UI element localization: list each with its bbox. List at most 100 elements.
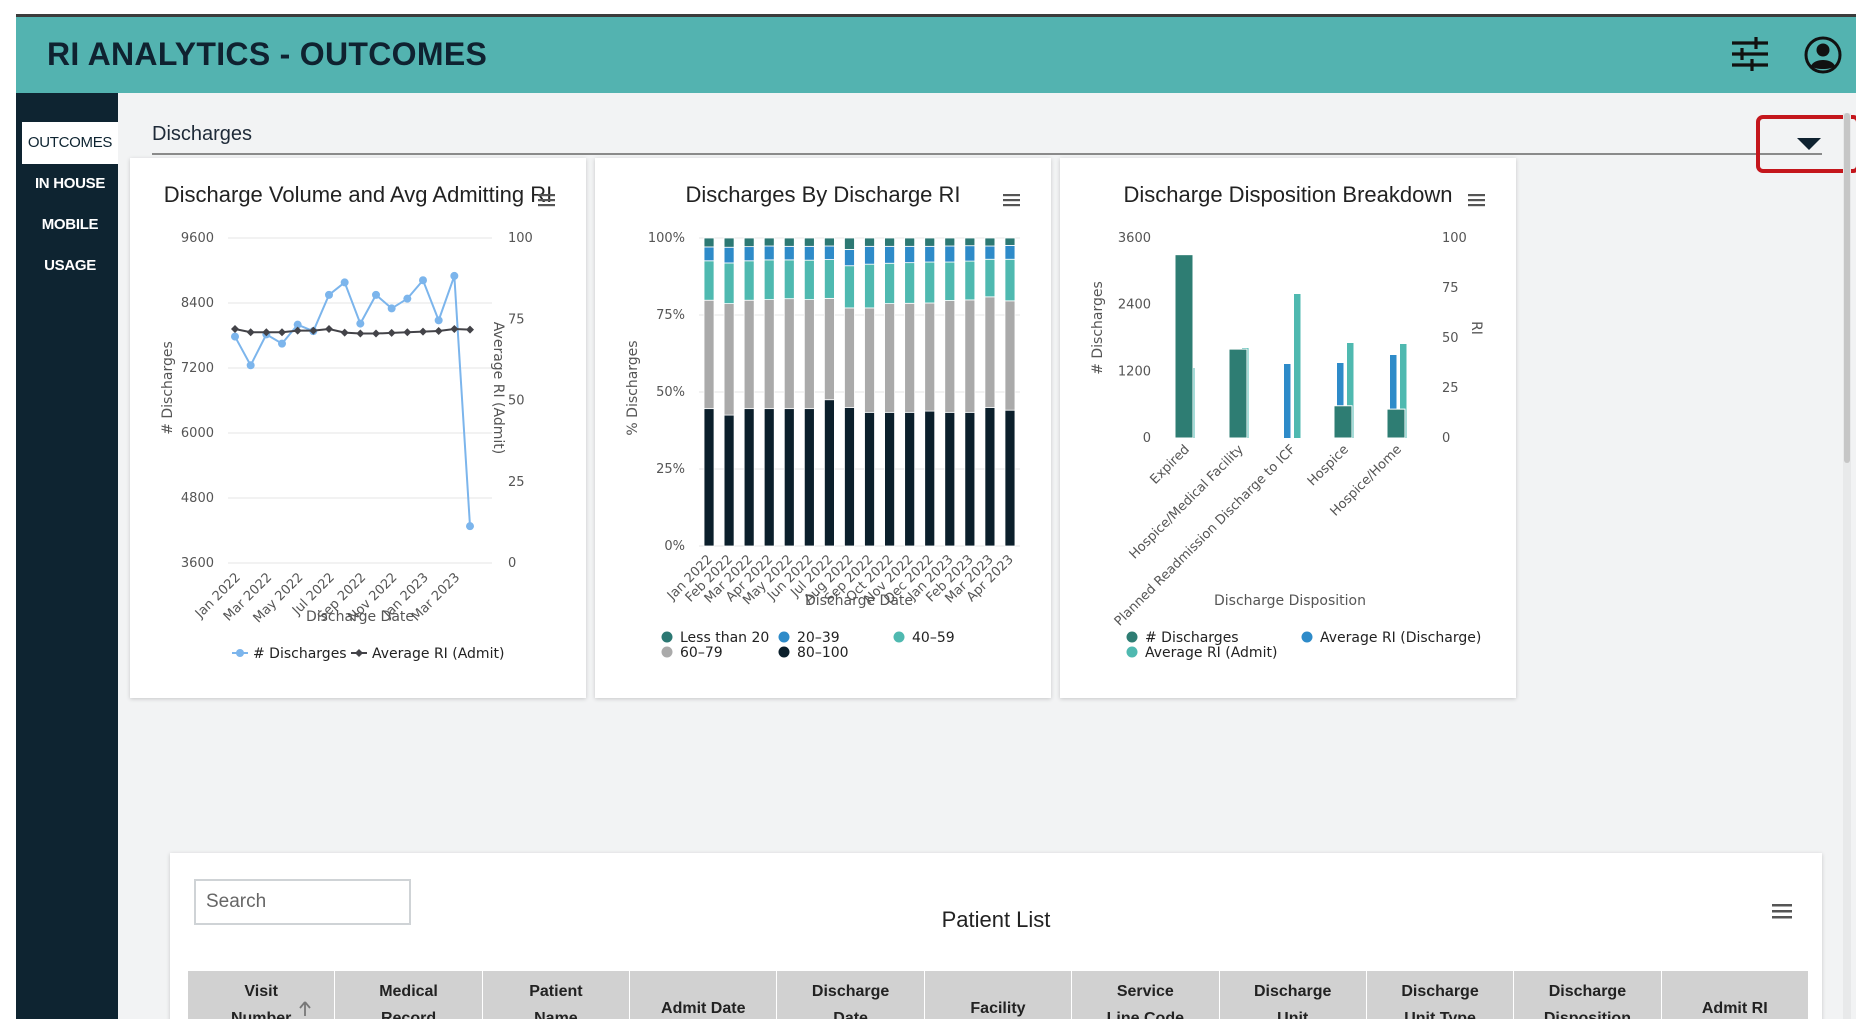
- bar-segment[interactable]: [703, 246, 715, 262]
- hamburger-icon[interactable]: [1770, 901, 1794, 921]
- bar-segment[interactable]: [924, 261, 936, 304]
- bar-segment[interactable]: [884, 245, 895, 264]
- bar-segment[interactable]: [984, 258, 996, 298]
- bar-average-ri-discharge[interactable]: [1390, 355, 1397, 438]
- chart-menu-button[interactable]: [1001, 192, 1021, 208]
- bar-average-ri-discharge[interactable]: [1284, 364, 1291, 438]
- bar-segment[interactable]: [884, 411, 895, 547]
- bar-segment[interactable]: [703, 237, 715, 248]
- bar-segment[interactable]: [763, 245, 775, 261]
- bar-segment[interactable]: [984, 296, 996, 408]
- column-header[interactable]: Service Line Code: [1072, 971, 1220, 1019]
- section-collapse-toggle[interactable]: [1756, 115, 1856, 173]
- bar-segment[interactable]: [864, 263, 875, 309]
- column-header[interactable]: Discharge Unit Type: [1367, 971, 1515, 1019]
- bar-segment[interactable]: [803, 408, 815, 547]
- bar-segment[interactable]: [783, 237, 795, 247]
- bar-segment[interactable]: [964, 245, 976, 262]
- bar-segment[interactable]: [864, 411, 875, 547]
- bar-discharges[interactable]: [1228, 348, 1248, 439]
- bar-segment[interactable]: [1004, 409, 1016, 547]
- data-point[interactable]: [262, 328, 271, 337]
- bar-segment[interactable]: [763, 299, 775, 410]
- bar-segment[interactable]: [864, 245, 875, 265]
- column-header[interactable]: Patient Name: [483, 971, 631, 1019]
- bar-segment[interactable]: [844, 307, 855, 408]
- legend-item-average-ri-admit[interactable]: Average RI (Admit): [351, 646, 504, 662]
- bar-segment[interactable]: [964, 411, 976, 547]
- data-point[interactable]: [278, 339, 286, 348]
- bar-discharges[interactable]: [1386, 408, 1406, 439]
- data-point[interactable]: [387, 328, 396, 337]
- data-point[interactable]: [340, 278, 349, 287]
- bar-segment[interactable]: [864, 237, 875, 247]
- sidebar-item-in-house[interactable]: IN HOUSE: [34, 175, 106, 192]
- bar-segment[interactable]: [824, 297, 835, 401]
- bar-segment[interactable]: [743, 246, 755, 262]
- bar-segment[interactable]: [1004, 244, 1016, 260]
- data-point[interactable]: [293, 326, 302, 335]
- column-header[interactable]: Medical Record: [335, 971, 483, 1019]
- data-point[interactable]: [387, 304, 396, 313]
- bar-segment[interactable]: [783, 245, 795, 261]
- bar-discharges[interactable]: [1174, 254, 1194, 439]
- data-point[interactable]: [246, 361, 255, 370]
- bar-segment[interactable]: [924, 302, 936, 412]
- legend-item[interactable]: 20–39: [778, 630, 840, 646]
- sliders-icon[interactable]: [1730, 35, 1770, 73]
- bar-segment[interactable]: [803, 259, 815, 301]
- bar-segment[interactable]: [1004, 300, 1016, 411]
- bar-segment[interactable]: [1004, 258, 1016, 302]
- column-header[interactable]: Discharge Disposition: [1514, 971, 1662, 1019]
- column-header[interactable]: Visit Number: [188, 971, 336, 1019]
- bar-segment[interactable]: [944, 411, 956, 547]
- bar-segment[interactable]: [723, 262, 735, 305]
- chart-menu-button[interactable]: [536, 192, 556, 208]
- bar-segment[interactable]: [964, 237, 976, 247]
- column-header[interactable]: Admit Date: [630, 971, 778, 1019]
- data-point[interactable]: [403, 294, 412, 303]
- bar-segment[interactable]: [763, 237, 775, 247]
- bar-discharges[interactable]: [1333, 405, 1353, 439]
- bar-segment[interactable]: [944, 300, 956, 413]
- sidebar-item-usage[interactable]: USAGE: [44, 257, 96, 274]
- bar-segment[interactable]: [743, 260, 755, 301]
- bar-segment[interactable]: [1004, 237, 1016, 246]
- data-point[interactable]: [466, 325, 474, 334]
- bar-segment[interactable]: [924, 410, 936, 547]
- data-point[interactable]: [325, 325, 333, 333]
- legend-item[interactable]: Average RI (Admit): [1126, 645, 1278, 661]
- bar-segment[interactable]: [844, 406, 855, 547]
- column-header[interactable]: Discharge Date: [777, 971, 925, 1019]
- data-point[interactable]: [278, 328, 286, 337]
- bar-segment[interactable]: [743, 299, 755, 410]
- bar-average-ri-admit[interactable]: [1400, 344, 1407, 438]
- search-input[interactable]: [194, 879, 411, 925]
- bar-segment[interactable]: [944, 237, 956, 247]
- scrollbar-track[interactable]: [1843, 113, 1851, 1019]
- bar-segment[interactable]: [803, 299, 815, 410]
- bar-segment[interactable]: [803, 237, 815, 247]
- sidebar-item-mobile[interactable]: MOBILE: [41, 216, 99, 233]
- arrow-up-icon[interactable]: [298, 1001, 312, 1017]
- bar-segment[interactable]: [884, 262, 895, 305]
- bar-segment[interactable]: [743, 408, 755, 547]
- bar-segment[interactable]: [844, 265, 855, 309]
- bar-segment[interactable]: [824, 259, 835, 299]
- bar-segment[interactable]: [864, 307, 875, 413]
- bar-segment[interactable]: [703, 299, 715, 410]
- data-point[interactable]: [403, 328, 412, 337]
- bar-segment[interactable]: [743, 237, 755, 248]
- bar-segment[interactable]: [984, 245, 996, 260]
- chart-menu-button[interactable]: [1466, 192, 1486, 208]
- bar-segment[interactable]: [703, 408, 715, 547]
- data-point[interactable]: [419, 327, 427, 336]
- bar-segment[interactable]: [984, 237, 996, 247]
- bar-segment[interactable]: [763, 408, 775, 547]
- bar-segment[interactable]: [904, 411, 916, 547]
- legend-item[interactable]: 80–100: [778, 645, 849, 661]
- data-point[interactable]: [372, 329, 380, 338]
- bar-segment[interactable]: [964, 260, 976, 301]
- bar-segment[interactable]: [783, 259, 795, 300]
- user-circle-icon[interactable]: [1803, 35, 1843, 75]
